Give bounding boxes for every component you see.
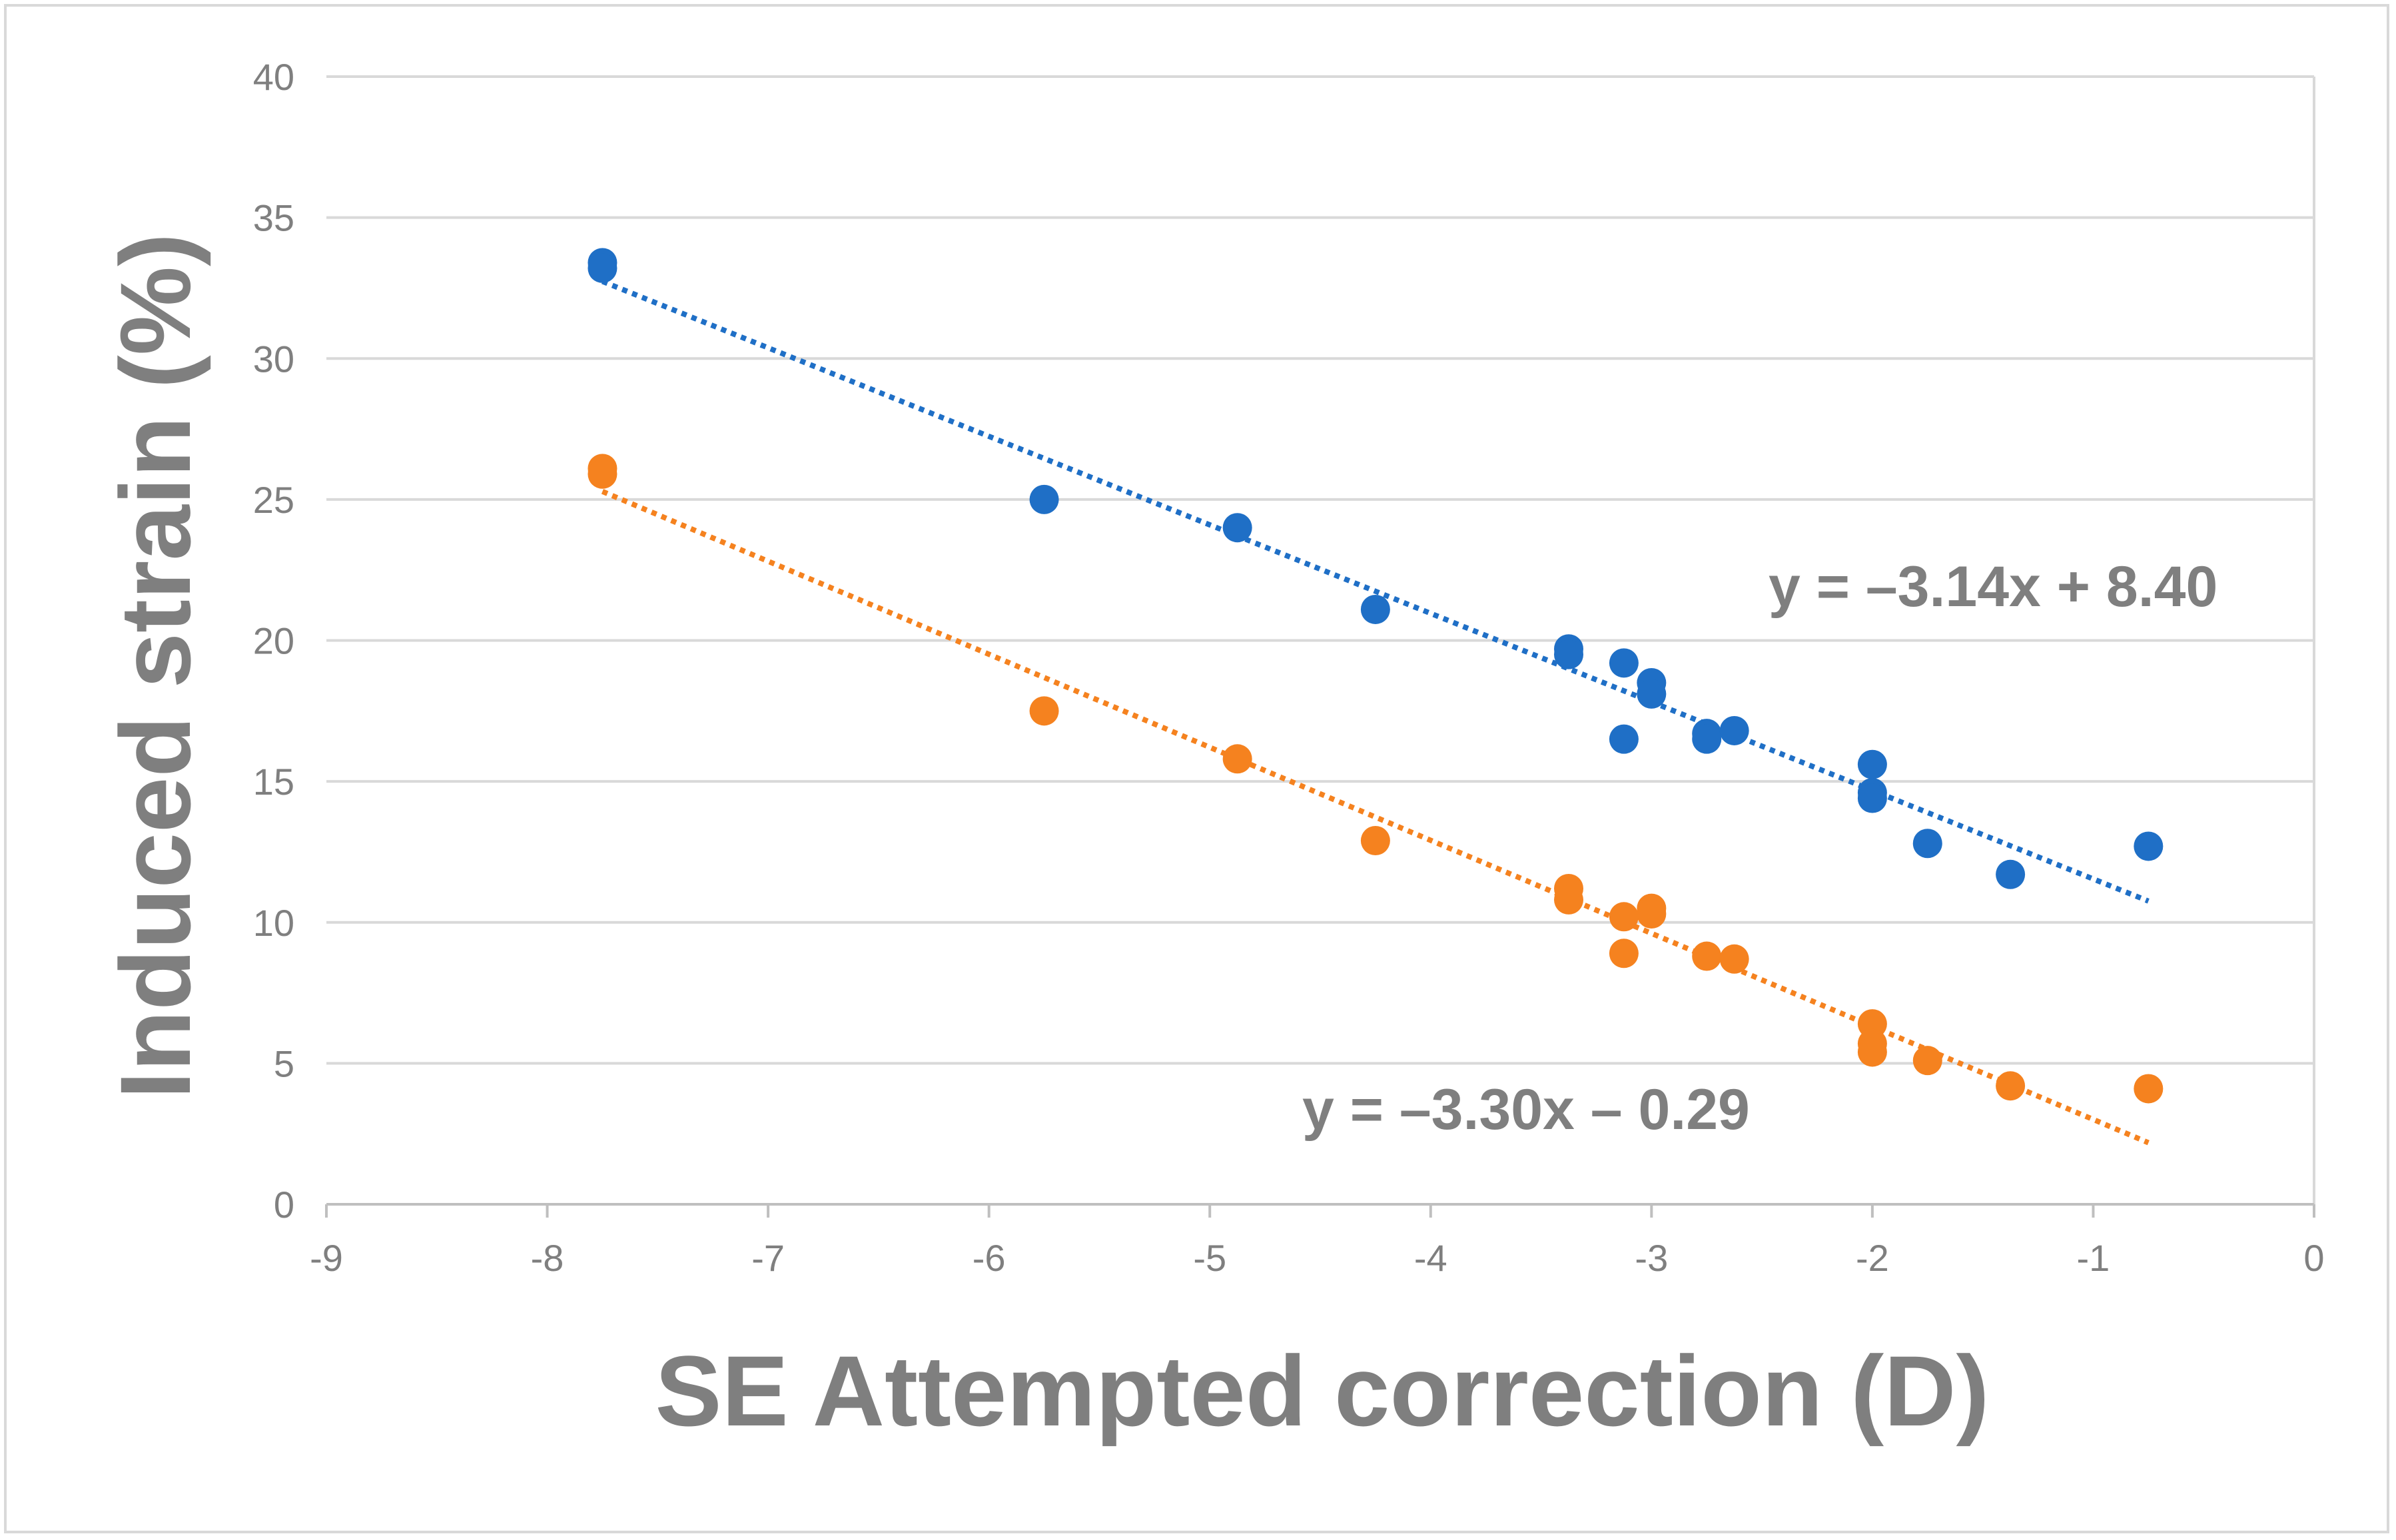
series-blue-point-19 [2134,831,2164,861]
x-tick-label-0: -9 [310,1237,343,1279]
orange-trendline-equation: y = –3.30x – 0.29 [1302,1078,1750,1142]
y-tick-label-0: 0 [274,1184,294,1226]
x-tick-label-8: -1 [2077,1237,2110,1279]
series-blue-point-16 [1857,783,1887,813]
series-blue-point-6 [1554,639,1583,669]
series-blue-point-3 [1222,513,1252,543]
chart-frame [4,4,2389,1533]
y-tick-label-1: 5 [274,1042,294,1084]
y-tick-label-7: 35 [253,197,294,239]
x-tick-label-4: -5 [1193,1237,1226,1279]
series-blue-point-14 [1857,749,1887,779]
x-tick-label-1: -8 [531,1237,564,1279]
trendline-series-orange [601,489,2150,1146]
trendlines [601,278,2150,1146]
x-tick-label-7: -2 [1856,1237,1889,1279]
series-orange-point-17 [1996,1071,2026,1101]
series-blue-point-13 [1719,715,1749,745]
series-orange-point-8 [1609,939,1639,968]
series-blue-point-7 [1609,648,1639,678]
y-tick-label-4: 20 [253,620,294,662]
series-blue-point-1 [588,253,617,283]
series-orange-point-10 [1637,899,1667,929]
series-orange-point-16 [1912,1046,1942,1076]
data-points [588,248,2164,1104]
x-tick-label-9: 0 [2303,1237,2324,1279]
series-blue-point-4 [1360,594,1390,624]
y-tick-label-3: 15 [253,761,294,803]
x-tick-label-3: -6 [973,1237,1006,1279]
series-orange-point-2 [1029,696,1059,726]
y-axis-title: Induced strain (%) [99,233,211,1099]
series-blue-point-18 [1996,859,2026,889]
series-orange-point-6 [1554,885,1583,915]
y-tick-label-2: 10 [253,902,294,944]
series-blue-point-2 [1029,484,1059,514]
y-tick-label-6: 30 [253,338,294,380]
series-blue-point-10 [1637,679,1667,709]
x-tick-label-6: -3 [1635,1237,1668,1279]
gridlines [326,75,2315,1206]
series-orange-point-11 [1692,941,1722,971]
series-orange-point-7 [1609,902,1639,932]
series-orange-point-18 [2134,1074,2164,1104]
series-blue-point-17 [1912,829,1942,859]
series-blue-point-8 [1609,724,1639,754]
series-orange-point-12 [1719,944,1749,974]
series-orange-point-4 [1360,826,1390,856]
series-orange-point-15 [1857,1037,1887,1067]
y-tick-label-5: 25 [253,479,294,521]
series-orange-point-3 [1222,744,1252,774]
blue-trendline-equation: y = –3.14x + 8.40 [1769,555,2217,619]
x-tick-label-5: -4 [1414,1237,1447,1279]
x-axis-title: SE Attempted correction (D) [655,1335,1990,1447]
series-blue-point-12 [1692,724,1722,754]
series-orange-point-1 [588,459,617,489]
trendline-series-blue [601,278,2150,904]
x-tick-label-2: -7 [751,1237,785,1279]
y-tick-label-8: 40 [253,56,294,98]
axis-ticks: 0 5 10 15 20 25 30 35 40 -9 -8 -7 -6 -5 -4 -3 -2 -1 0 [253,56,2325,1279]
